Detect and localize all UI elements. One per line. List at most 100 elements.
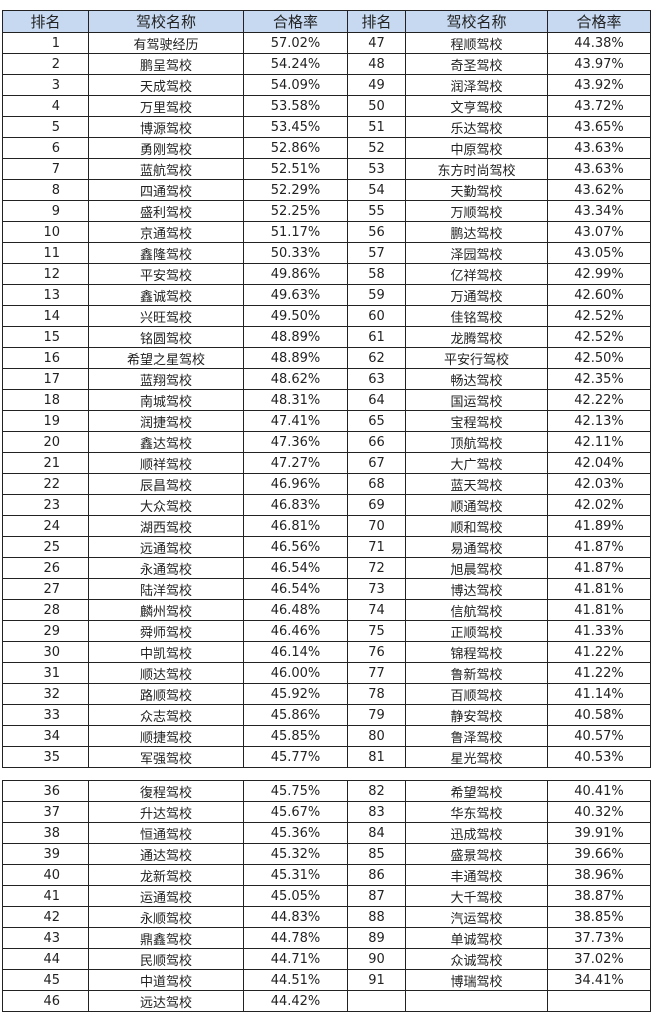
pass-rate-cell: 44.51%	[243, 969, 348, 991]
data-row: 30 中凯驾校 46.14% 76 锦程驾校 41.22%	[2, 641, 651, 663]
rank-cell: 88	[347, 906, 406, 928]
school-name-cell: 易通驾校	[405, 536, 548, 558]
school-name-cell: 顺捷驾校	[88, 725, 244, 747]
rank-cell: 82	[347, 780, 406, 802]
pass-rate-cell: 42.13%	[547, 410, 651, 432]
pass-rate-cell: 45.85%	[243, 725, 348, 747]
pass-rate-cell: 44.78%	[243, 927, 348, 949]
data-row: 18 南城驾校 48.31% 64 国运驾校 42.22%	[2, 389, 651, 411]
pass-rate-cell: 43.63%	[547, 137, 651, 159]
pass-rate-cell: 40.53%	[547, 746, 651, 768]
ranking-table: 排名 驾校名称 合格率 排名 驾校名称 合格率 1 有驾驶经历 57.02% 47 程顺驾校 44.3…	[2, 10, 651, 768]
rank-cell: 80	[347, 725, 406, 747]
rank-cell: 42	[2, 906, 89, 928]
rank-cell: 81	[347, 746, 406, 768]
school-name-cell: 大广驾校	[405, 452, 548, 474]
school-name-cell: 鑫隆驾校	[88, 242, 244, 264]
pass-rate-cell: 52.86%	[243, 137, 348, 159]
pass-rate-cell: 43.92%	[547, 74, 651, 96]
school-name-cell: 永顺驾校	[88, 906, 244, 928]
rank-cell: 8	[2, 179, 89, 201]
school-name-cell: 军强驾校	[88, 746, 244, 768]
rank-cell: 63	[347, 368, 406, 390]
rank-cell: 69	[347, 494, 406, 516]
data-row: 1 有驾驶经历 57.02% 47 程顺驾校 44.38%	[2, 32, 651, 54]
school-name-cell: 盛景驾校	[405, 843, 548, 865]
pass-rate-cell: 43.97%	[547, 53, 651, 75]
rank-cell: 2	[2, 53, 89, 75]
data-row: 37 升达驾校 45.67% 83 华东驾校 40.32%	[2, 801, 651, 823]
pass-rate-cell: 53.58%	[243, 95, 348, 117]
data-row: 9 盛利驾校 52.25% 55 万顺驾校 43.34%	[2, 200, 651, 222]
rank-cell: 23	[2, 494, 89, 516]
pass-rate-cell: 45.77%	[243, 746, 348, 768]
data-row: 39 通达驾校 45.32% 85 盛景驾校 39.66%	[2, 843, 651, 865]
data-row: 17 蓝翔驾校 48.62% 63 畅达驾校 42.35%	[2, 368, 651, 390]
school-name-cell: 鲁新驾校	[405, 662, 548, 684]
pass-rate-cell: 52.51%	[243, 158, 348, 180]
data-row: 2 鹏呈驾校 54.24% 48 奇圣驾校 43.97%	[2, 53, 651, 75]
school-name-cell: 恒通驾校	[88, 822, 244, 844]
pass-rate-cell: 46.56%	[243, 536, 348, 558]
rank-cell: 49	[347, 74, 406, 96]
rank-cell: 4	[2, 95, 89, 117]
data-row: 19 润捷驾校 47.41% 65 宝程驾校 42.13%	[2, 410, 651, 432]
school-name-cell: 天成驾校	[88, 74, 244, 96]
rank-cell: 53	[347, 158, 406, 180]
school-name-cell: 远通驾校	[88, 536, 244, 558]
rank-cell: 72	[347, 557, 406, 579]
school-name-cell: 博瑞驾校	[405, 969, 548, 991]
pass-rate-cell: 54.09%	[243, 74, 348, 96]
pass-rate-cell: 44.83%	[243, 906, 348, 928]
rank-cell: 91	[347, 969, 406, 991]
data-row: 15 铭圆驾校 48.89% 61 龙腾驾校 42.52%	[2, 326, 651, 348]
pass-rate-cell: 46.48%	[243, 599, 348, 621]
data-row: 10 京通驾校 51.17% 56 鹏达驾校 43.07%	[2, 221, 651, 243]
rank-cell: 41	[2, 885, 89, 907]
pass-rate-cell	[547, 990, 651, 1012]
pass-rate-cell: 40.58%	[547, 704, 651, 726]
school-name-cell: 静安驾校	[405, 704, 548, 726]
rank-cell: 67	[347, 452, 406, 474]
school-name-cell: 天勤驾校	[405, 179, 548, 201]
rank-cell: 14	[2, 305, 89, 327]
rank-cell: 47	[347, 32, 406, 54]
school-name-cell: 有驾驶经历	[88, 32, 244, 54]
rank-cell: 86	[347, 864, 406, 886]
school-name-cell: 迅成驾校	[405, 822, 548, 844]
pass-rate-cell: 39.66%	[547, 843, 651, 865]
header-row: 排名 驾校名称 合格率 排名 驾校名称 合格率	[2, 10, 651, 33]
rank-cell: 36	[2, 780, 89, 802]
pass-rate-cell: 48.31%	[243, 389, 348, 411]
data-row: 33 众志驾校 45.86% 79 静安驾校 40.58%	[2, 704, 651, 726]
school-name-cell: 众诚驾校	[405, 948, 548, 970]
rank-cell: 1	[2, 32, 89, 54]
rank-cell: 39	[2, 843, 89, 865]
data-row: 38 恒通驾校 45.36% 84 迅成驾校 39.91%	[2, 822, 651, 844]
pass-rate-cell: 42.52%	[547, 326, 651, 348]
rank-cell: 22	[2, 473, 89, 495]
rank-cell: 15	[2, 326, 89, 348]
data-row: 45 中道驾校 44.51% 91 博瑞驾校 34.41%	[2, 969, 651, 991]
data-row: 44 民顺驾校 44.71% 90 众诚驾校 37.02%	[2, 948, 651, 970]
rank-cell: 68	[347, 473, 406, 495]
header-cell: 排名	[2, 10, 89, 33]
school-name-cell: 单诚驾校	[405, 927, 548, 949]
rank-cell: 87	[347, 885, 406, 907]
school-name-cell: 南城驾校	[88, 389, 244, 411]
school-name-cell: 四通驾校	[88, 179, 244, 201]
data-row: 24 湖西驾校 46.81% 70 顺和驾校 41.89%	[2, 515, 651, 537]
school-name-cell: 运通驾校	[88, 885, 244, 907]
school-name-cell: 舜师驾校	[88, 620, 244, 642]
rank-cell: 35	[2, 746, 89, 768]
rank-cell: 7	[2, 158, 89, 180]
pass-rate-cell: 43.07%	[547, 221, 651, 243]
rank-cell: 38	[2, 822, 89, 844]
school-name-cell: 大众驾校	[88, 494, 244, 516]
rank-cell: 25	[2, 536, 89, 558]
rank-cell: 70	[347, 515, 406, 537]
school-name-cell: 大千驾校	[405, 885, 548, 907]
pass-rate-cell: 45.32%	[243, 843, 348, 865]
rank-cell: 6	[2, 137, 89, 159]
